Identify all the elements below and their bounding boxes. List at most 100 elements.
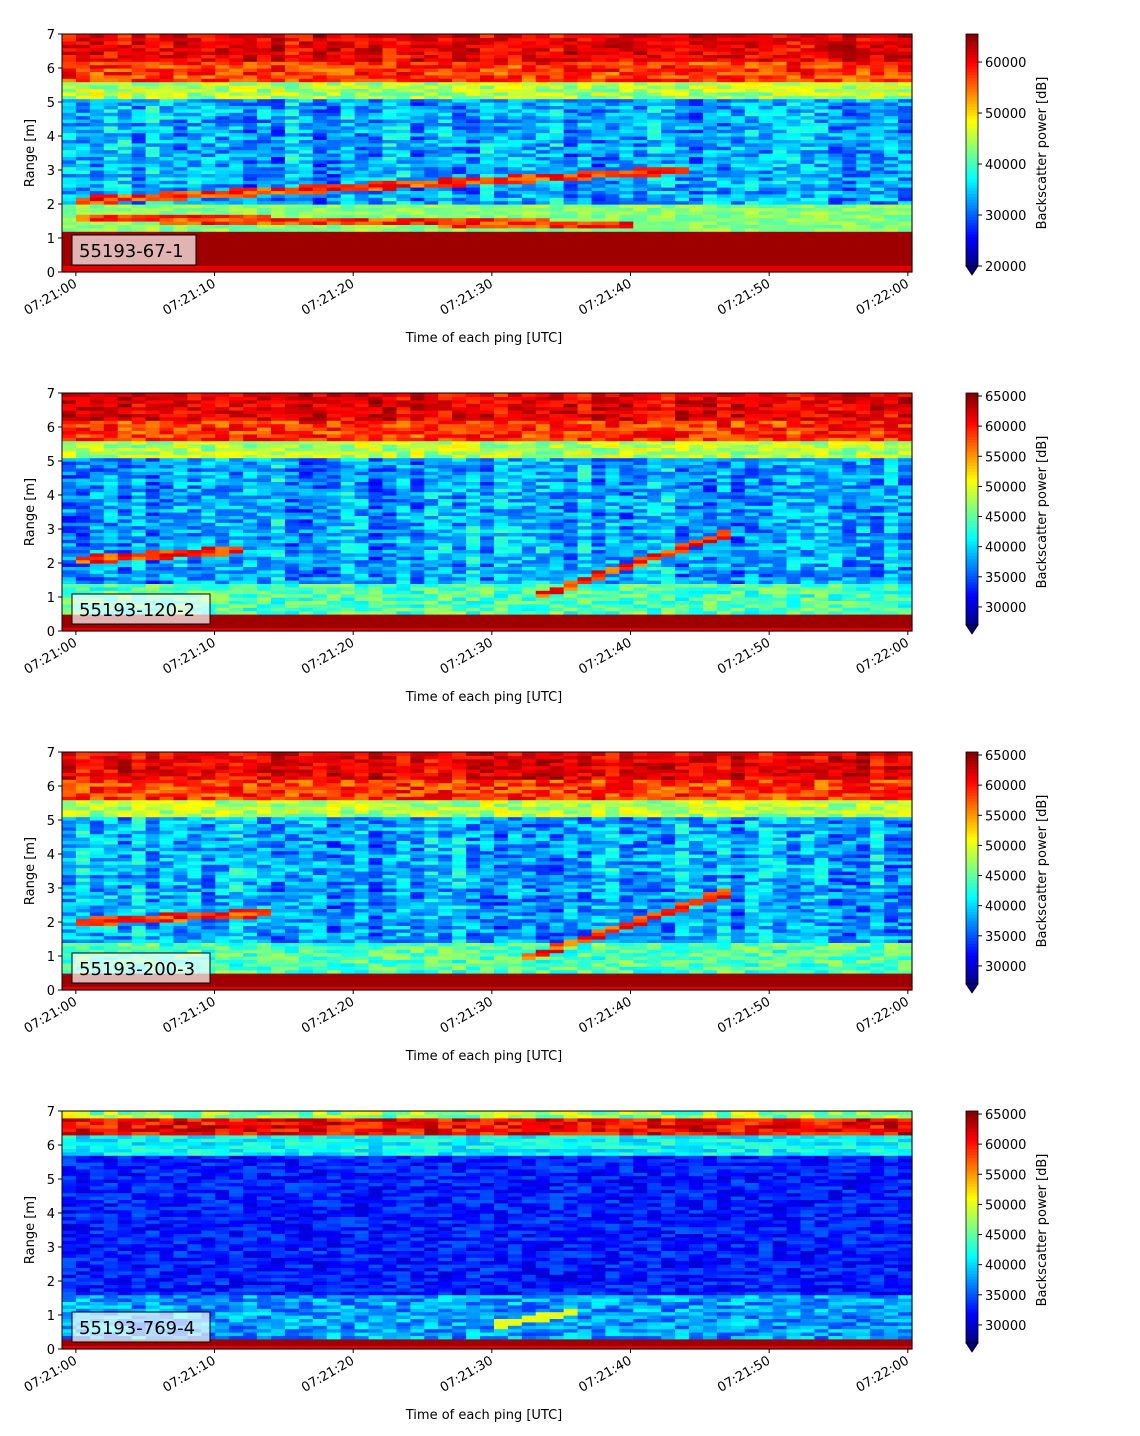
- heatmap-cell: [493, 221, 509, 225]
- heatmap-cell: [382, 129, 398, 134]
- heatmap-cell: [215, 153, 230, 157]
- heatmap-cell: [62, 505, 77, 510]
- heatmap-cell: [298, 142, 314, 147]
- heatmap-cell: [75, 47, 91, 52]
- heatmap-cell: [215, 34, 230, 38]
- heatmap-cell: [466, 85, 481, 89]
- heatmap-cell: [828, 217, 843, 222]
- heatmap-cell: [131, 170, 147, 174]
- heatmap-cell: [452, 193, 467, 198]
- heatmap-cell: [284, 176, 300, 181]
- heatmap-cell: [507, 142, 523, 147]
- heatmap-cell: [131, 227, 147, 232]
- heatmap-cell: [689, 64, 704, 69]
- heatmap-cell: [382, 88, 398, 93]
- heatmap-cell: [898, 234, 913, 239]
- heatmap-cell: [424, 105, 439, 110]
- heatmap-cell: [521, 74, 537, 79]
- heatmap-cell: [243, 153, 258, 157]
- heatmap-cell: [340, 85, 356, 89]
- heatmap-cell: [647, 173, 662, 178]
- heatmap-cell: [577, 125, 593, 130]
- heatmap-cell: [466, 61, 481, 66]
- heatmap-cell: [284, 210, 300, 215]
- heatmap-cell: [466, 34, 481, 38]
- heatmap-cell: [535, 251, 551, 256]
- heatmap-cell: [675, 115, 690, 120]
- heatmap-cell: [493, 217, 509, 222]
- heatmap-cell: [577, 146, 593, 151]
- heatmap-cell: [661, 214, 676, 219]
- heatmap-cell: [103, 149, 119, 154]
- heatmap-cell: [187, 91, 202, 96]
- heatmap-cell: [326, 34, 342, 38]
- heatmap-cell: [521, 166, 537, 171]
- heatmap-cell: [396, 54, 411, 59]
- heatmap-cell: [702, 159, 718, 164]
- heatmap-cell: [257, 112, 272, 117]
- heatmap-cell: [62, 129, 77, 134]
- heatmap-cell: [215, 224, 230, 229]
- heatmap-cell: [173, 74, 189, 79]
- heatmap-cell: [173, 170, 189, 174]
- heatmap-cell: [368, 210, 384, 215]
- heatmap-cell: [117, 37, 133, 42]
- heatmap-cell: [340, 153, 356, 157]
- heatmap-cell: [382, 241, 398, 246]
- heatmap-cell: [563, 142, 579, 147]
- heatmap-cell: [382, 190, 398, 195]
- heatmap-cell: [605, 238, 620, 242]
- heatmap-cell: [786, 132, 802, 137]
- heatmap-cell: [159, 173, 175, 178]
- heatmap-cell: [577, 207, 593, 212]
- heatmap-cell: [173, 68, 189, 72]
- heatmap-cell: [187, 163, 202, 168]
- heatmap-cell: [549, 85, 565, 89]
- heatmap-cell: [89, 78, 105, 83]
- heatmap-cell: [229, 81, 244, 86]
- heatmap-cell: [633, 217, 648, 222]
- heatmap-cell: [438, 95, 453, 100]
- heatmap-cell: [842, 193, 857, 198]
- heatmap-cell: [312, 176, 328, 181]
- heatmap-cell: [480, 244, 495, 249]
- heatmap-cell: [577, 95, 593, 100]
- heatmap-cell: [410, 190, 425, 195]
- heatmap-cell: [507, 238, 523, 242]
- heatmap-cell: [605, 204, 620, 208]
- heatmap-cell: [452, 125, 467, 130]
- heatmap-cell: [661, 129, 676, 134]
- heatmap-cell: [117, 153, 133, 157]
- heatmap-cell: [298, 44, 314, 49]
- heatmap-cell: [159, 153, 175, 157]
- heatmap-cell: [396, 37, 411, 42]
- heatmap-cell: [633, 176, 648, 181]
- heatmap-cell: [535, 173, 551, 178]
- heatmap-cell: [605, 241, 620, 246]
- heatmap-cell: [382, 57, 398, 62]
- heatmap-cell: [187, 40, 202, 45]
- heatmap-cell: [744, 265, 760, 270]
- heatmap-cell: [619, 261, 634, 266]
- heatmap-cell: [257, 190, 272, 195]
- heatmap-cell: [452, 44, 467, 49]
- heatmap-cell: [354, 51, 370, 55]
- heatmap-cell: [271, 163, 286, 168]
- heatmap-cell: [619, 95, 634, 100]
- heatmap-cell: [89, 71, 105, 76]
- heatmap-cell: [173, 125, 189, 130]
- heatmap-cell: [563, 255, 579, 259]
- heatmap-cell: [382, 105, 398, 110]
- heatmap-cell: [521, 78, 537, 83]
- heatmap-cell: [298, 248, 314, 253]
- heatmap-cell: [173, 231, 189, 236]
- heatmap-cell: [396, 119, 411, 123]
- y-tick-label: 1: [47, 232, 55, 247]
- heatmap-cell: [521, 44, 537, 49]
- heatmap-cell: [619, 166, 634, 171]
- heatmap-cell: [493, 227, 509, 232]
- heatmap-cell: [89, 173, 105, 178]
- heatmap-cell: [75, 221, 91, 225]
- heatmap-cell: [661, 156, 676, 161]
- heatmap-cell: [340, 68, 356, 72]
